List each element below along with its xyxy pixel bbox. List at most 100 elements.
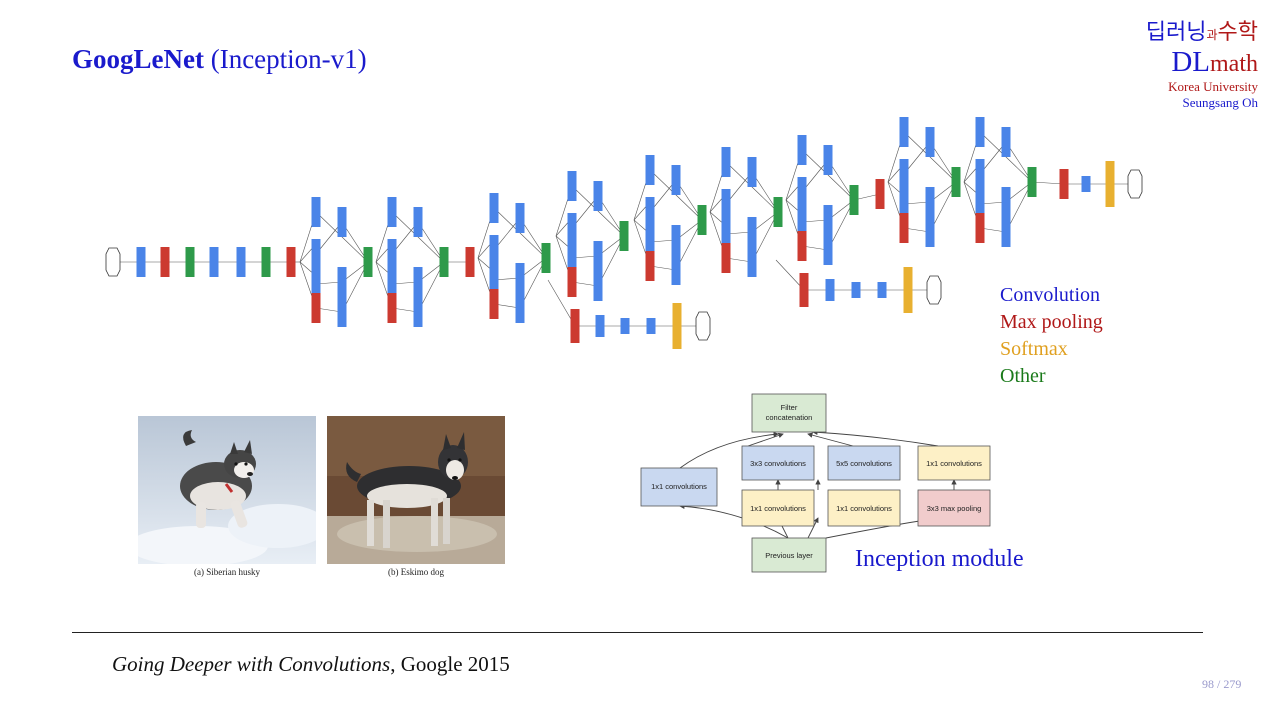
module3-conv-3x3 (515, 203, 525, 233)
conv-1x1-left-box (640, 467, 718, 507)
legend-max-pooling: Max pooling (1000, 311, 1103, 333)
module7-maxpool (797, 231, 807, 261)
module2-pool-proj (413, 297, 423, 327)
filter-concat-line2: concatenation (766, 413, 813, 422)
conv-1x1-right-label: 1x1 convolutions (926, 459, 982, 468)
max-pool-3x3-label: 3x3 max pooling (927, 504, 982, 513)
module3-conv-1x1 (489, 193, 499, 223)
fc-final (1081, 176, 1091, 192)
siberian-husky-caption: (a) Siberian husky (194, 567, 260, 577)
module9-conv-1x1 (975, 117, 985, 147)
conv-3x3-box (741, 445, 815, 481)
softmax0-output (695, 311, 711, 341)
module1-conv-1x1 (311, 197, 321, 227)
pool-3 (465, 247, 475, 277)
module7-reduce-b (797, 207, 807, 237)
softmax1-output (926, 275, 942, 305)
inception-module-diagram: Filter concatenation 1x1 convolutions 3x… (640, 393, 991, 573)
pool-4 (875, 179, 885, 209)
module7-reduce-a (797, 177, 807, 207)
aux2-avgpool (799, 273, 809, 307)
module6-conv-3x3 (747, 157, 757, 187)
module6-pool-proj (747, 247, 757, 277)
module9-reduce-b (975, 189, 985, 219)
module1-maxpool (311, 293, 321, 323)
module4-depth-concat (619, 221, 629, 251)
previous-layer-label: Previous layer (765, 551, 813, 560)
module6-maxpool (721, 243, 731, 273)
module7-pool-proj (823, 235, 833, 265)
legend-softmax: Softmax (1000, 338, 1068, 360)
module9-pool-proj (1001, 217, 1011, 247)
module5-conv-1x1 (645, 155, 655, 185)
module8-reduce-b (899, 189, 909, 219)
softmax-final (1105, 161, 1115, 207)
eskimo-dog-photo (327, 416, 505, 564)
diagram-edge (1031, 181, 1065, 185)
stem-conv-1 (136, 247, 146, 277)
avg-pool-final (1059, 169, 1069, 199)
module6-conv-1x1 (721, 147, 731, 177)
module2-maxpool (387, 293, 397, 323)
conv-1x1-left-label: 1x1 convolutions (651, 482, 707, 491)
module6-reduce-a (721, 189, 731, 219)
citation: Going Deeper with Convolutions, Google 2… (112, 652, 510, 677)
stem-other-3 (185, 247, 195, 277)
aux2-fc2 (877, 282, 887, 298)
dog-photos: (a) Siberian husky (b) Eskimo dog (138, 416, 505, 580)
logo-university: Korea University (1168, 79, 1258, 94)
aux1-conv (595, 315, 605, 337)
module4-conv-1x1 (567, 171, 577, 201)
logo-author: Seungsang Oh (1182, 95, 1258, 110)
module3-maxpool (489, 289, 499, 319)
module6-reduce-b (721, 219, 731, 249)
filter-concatenation-box (751, 393, 827, 433)
module3-reduce-b (489, 265, 499, 295)
module9-conv-5x5 (1001, 187, 1011, 217)
module2-conv-3x3 (413, 207, 423, 237)
googlenet-architecture-diagram (105, 117, 1143, 349)
logo-korean: 딥러닝과수학 (1145, 19, 1258, 44)
module3-conv-5x5 (515, 263, 525, 293)
module2-conv-1x1 (387, 197, 397, 227)
module9-maxpool (975, 213, 985, 243)
module8-conv-5x5 (925, 187, 935, 217)
module2-reduce-b (387, 269, 397, 299)
citation-title: Going Deeper with Convolutions (112, 652, 391, 676)
logo: 딥러닝과수학 DLmath Korea University Seungsang… (1138, 20, 1258, 111)
aux2-softmax (903, 267, 913, 313)
conv-5x5-box (827, 445, 901, 481)
aux1-fc (620, 318, 630, 334)
module1-conv-5x5 (337, 267, 347, 297)
color-legend: Convolution Max pooling Softmax Other (1000, 282, 1103, 390)
module5-reduce-a (645, 197, 655, 227)
module8-conv-1x1 (899, 117, 909, 147)
module4-conv-5x5 (593, 241, 603, 271)
module4-reduce-b (567, 243, 577, 273)
module5-pool-proj (671, 255, 681, 285)
module4-maxpool (567, 267, 577, 297)
conv-5x5-label: 5x5 convolutions (836, 459, 892, 468)
title-bold: GoogLeNet (72, 44, 204, 74)
module5-conv-3x3 (671, 165, 681, 195)
module1-reduce-b (311, 269, 321, 299)
module9-conv-3x3 (1001, 127, 1011, 157)
module7-conv-1x1 (797, 135, 807, 165)
module3-reduce-a (489, 235, 499, 265)
module7-conv-5x5 (823, 205, 833, 235)
module4-conv-3x3 (593, 181, 603, 211)
module8-depth-concat (951, 167, 961, 197)
inception-module-label: Inception module (855, 546, 1024, 572)
citation-rest: , Google 2015 (390, 652, 510, 676)
diagram-edge (775, 259, 805, 291)
aux1-softmax (672, 303, 682, 349)
aux2-fc (851, 282, 861, 298)
module7-conv-3x3 (823, 145, 833, 175)
conv-3x3-label: 3x3 convolutions (750, 459, 806, 468)
input-node (105, 247, 121, 277)
module1-pool-proj (337, 297, 347, 327)
softmax2-output (1127, 169, 1143, 199)
module8-maxpool (899, 213, 909, 243)
aux1-fc2 (646, 318, 656, 334)
module3-depth-concat (541, 243, 551, 273)
